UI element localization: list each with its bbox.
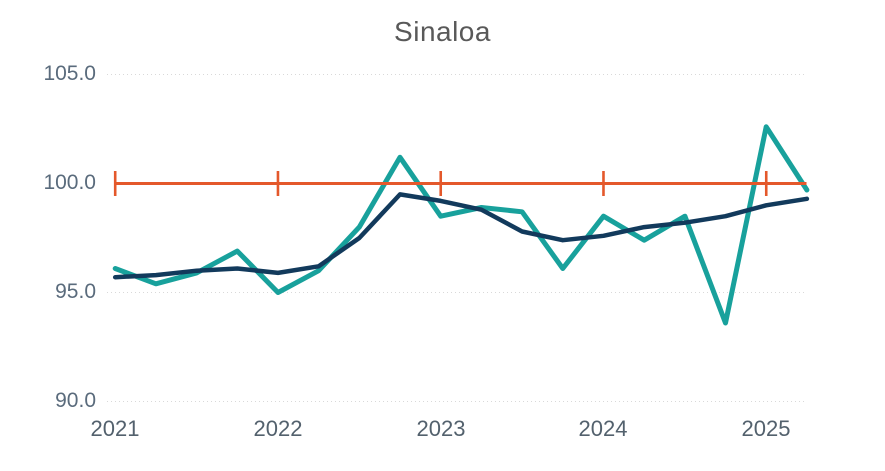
x-axis-tick-label: 2025 — [741, 416, 791, 441]
x-axis-tick-label: 2024 — [578, 416, 628, 441]
y-axis-tick-label: 90.0 — [55, 389, 96, 412]
x-axis-tick-label: 2023 — [416, 416, 466, 441]
x-axis-tick-label: 2022 — [253, 416, 303, 441]
chart-title: Sinaloa — [394, 16, 491, 47]
series-line-tendencia — [112, 192, 810, 280]
series-line-serie-original — [112, 124, 810, 326]
y-axis-tick-label: 105.0 — [43, 62, 96, 85]
x-axis-tick-label: 2021 — [90, 416, 140, 441]
y-axis-tick-label: 95.0 — [55, 280, 96, 303]
y-axis-tick-label: 100.0 — [43, 171, 96, 194]
